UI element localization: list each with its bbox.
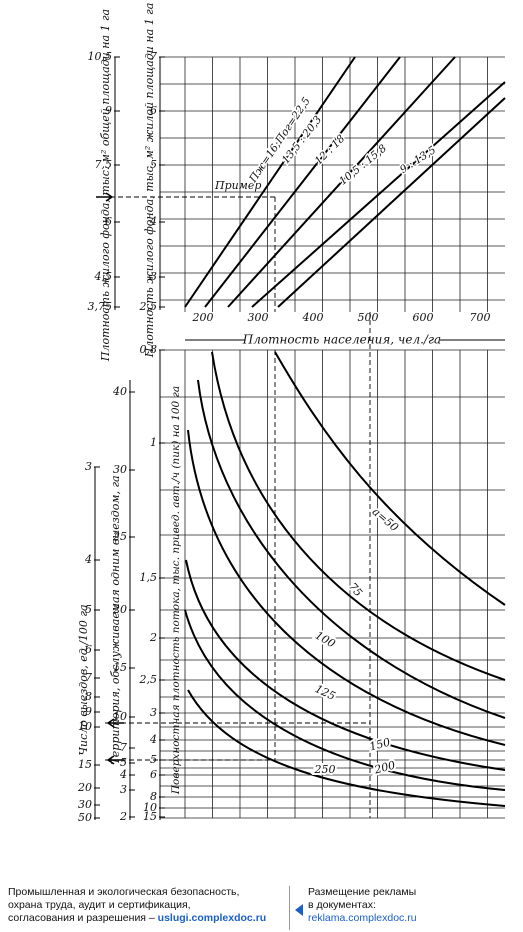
tick-label: 7 — [120, 741, 127, 754]
tick-label: 2 — [119, 810, 127, 823]
tick-label: 15 — [113, 661, 127, 674]
line — [184, 56, 356, 308]
curve — [197, 379, 506, 719]
y-title: Плотность жилого фонда, тыс. м² жилой пл… — [143, 3, 156, 359]
footer-text: охрана труда, аудит и сертификация, — [8, 899, 191, 911]
curve — [211, 351, 506, 681]
curve-label: 100 — [313, 629, 338, 651]
tick-label: 3,75 — [88, 300, 113, 313]
curve-label: 200 — [372, 759, 397, 777]
footer-text: согласования и разрешения – — [8, 912, 158, 924]
tick-label: 20 — [112, 603, 127, 616]
y-title: Территория, обслуживаемая одним выездом,… — [109, 475, 122, 764]
y-title: Плотность жилого фонда, тыс. м² общей пл… — [99, 9, 112, 362]
tick-label: 4 — [149, 215, 157, 228]
y-title: Число выездов, ед./100 га — [77, 604, 90, 755]
tick-label: 8 — [150, 790, 157, 803]
y-title: Поверхностная плотность потока, тыс. при… — [170, 386, 182, 795]
curve — [187, 689, 506, 807]
tick-label: 10,5 — [88, 50, 113, 63]
tick-label: 3 — [150, 706, 157, 719]
curve — [187, 429, 506, 746]
tick-label: 6 — [150, 104, 157, 117]
tick-label: 1,5 — [140, 571, 158, 584]
footer-right: Размещение рекламы в документах: reklama… — [308, 886, 417, 925]
tick-label: 200 — [192, 311, 214, 324]
tick-label: 4 — [84, 553, 92, 566]
tick-label: 30 — [78, 798, 92, 811]
tick-label: 600 — [413, 311, 434, 324]
divider — [289, 886, 290, 930]
tick-label: 500 — [358, 311, 379, 324]
tick-label: 10 — [78, 720, 92, 733]
footer-text: Размещение рекламы — [308, 886, 417, 898]
tick-label: 20 — [77, 781, 92, 794]
nomogram: Плотность населения, чел./га Пример Плот… — [77, 3, 506, 824]
tick-label: 8 — [85, 690, 92, 703]
tick-label: 5 — [150, 753, 157, 766]
tick-label: 30 — [113, 463, 127, 476]
line — [204, 56, 401, 308]
tick-label: 6 — [85, 643, 92, 656]
tick-label: 15 — [78, 758, 92, 771]
tick-label: 7 — [85, 671, 92, 684]
tick-label: 25 — [112, 530, 127, 543]
line — [251, 81, 506, 308]
tick-label: 5 — [120, 756, 127, 769]
curve — [185, 559, 506, 771]
line — [227, 56, 456, 308]
arrow — [106, 755, 124, 765]
tick-label: 400 — [302, 311, 324, 324]
curve — [184, 609, 506, 791]
footer-text: Промышленная и экологическая безопасност… — [8, 886, 240, 898]
curve-label: а=50 — [370, 505, 401, 534]
tick-label: 4 — [149, 733, 157, 746]
line — [277, 97, 506, 308]
tick-label: 15 — [143, 810, 157, 823]
tick-label: 10 — [113, 710, 127, 723]
tick-label: 5 — [85, 603, 92, 616]
x-title: Плотность населения, чел./га — [242, 333, 441, 347]
triangle-icon — [295, 904, 303, 916]
tick-label: 7 — [150, 50, 157, 63]
arrow — [106, 718, 124, 728]
tick-label: 2,5 — [139, 300, 158, 313]
tick-label: 10 — [143, 801, 157, 814]
tick-label: 1 — [150, 436, 157, 449]
curve-label: 125 — [313, 682, 338, 703]
footer-text: в документах: — [308, 899, 376, 911]
tick-label: 5 — [150, 158, 157, 171]
footer-text: согласования и разрешения – uslugi.compl… — [8, 912, 266, 925]
tick-label: 7,5 — [95, 158, 113, 171]
tick-label: 0,8 — [140, 343, 158, 356]
tick-label: 3 — [150, 270, 157, 283]
tick-label: 4,5 — [94, 270, 113, 283]
tick-label: 6 — [150, 768, 157, 781]
tick-label: 9 — [105, 104, 112, 117]
tick-label: 300 — [248, 311, 269, 324]
tick-label: 3 — [120, 783, 127, 796]
footer-left: Промышленная и экологическая безопасност… — [8, 886, 266, 925]
tick-label: 700 — [470, 311, 491, 324]
example-label: Пример — [214, 179, 261, 192]
tick-label: 4 — [119, 768, 127, 781]
curve-label: 250 — [314, 763, 336, 776]
tick-label: 6 — [105, 215, 112, 228]
arrow — [96, 192, 114, 202]
tick-label: 50 — [78, 811, 92, 824]
footer-link[interactable]: uslugi.complexdoc.ru — [157, 912, 267, 924]
tick-label: 2 — [149, 631, 157, 644]
tick-label: 2,5 — [139, 673, 158, 686]
curve — [274, 351, 506, 606]
tick-label: 9 — [85, 705, 92, 718]
footer-link[interactable]: reklama.complexdoc.ru — [308, 912, 417, 924]
tick-label: 3 — [85, 460, 92, 473]
tick-label: 40 — [112, 385, 127, 398]
